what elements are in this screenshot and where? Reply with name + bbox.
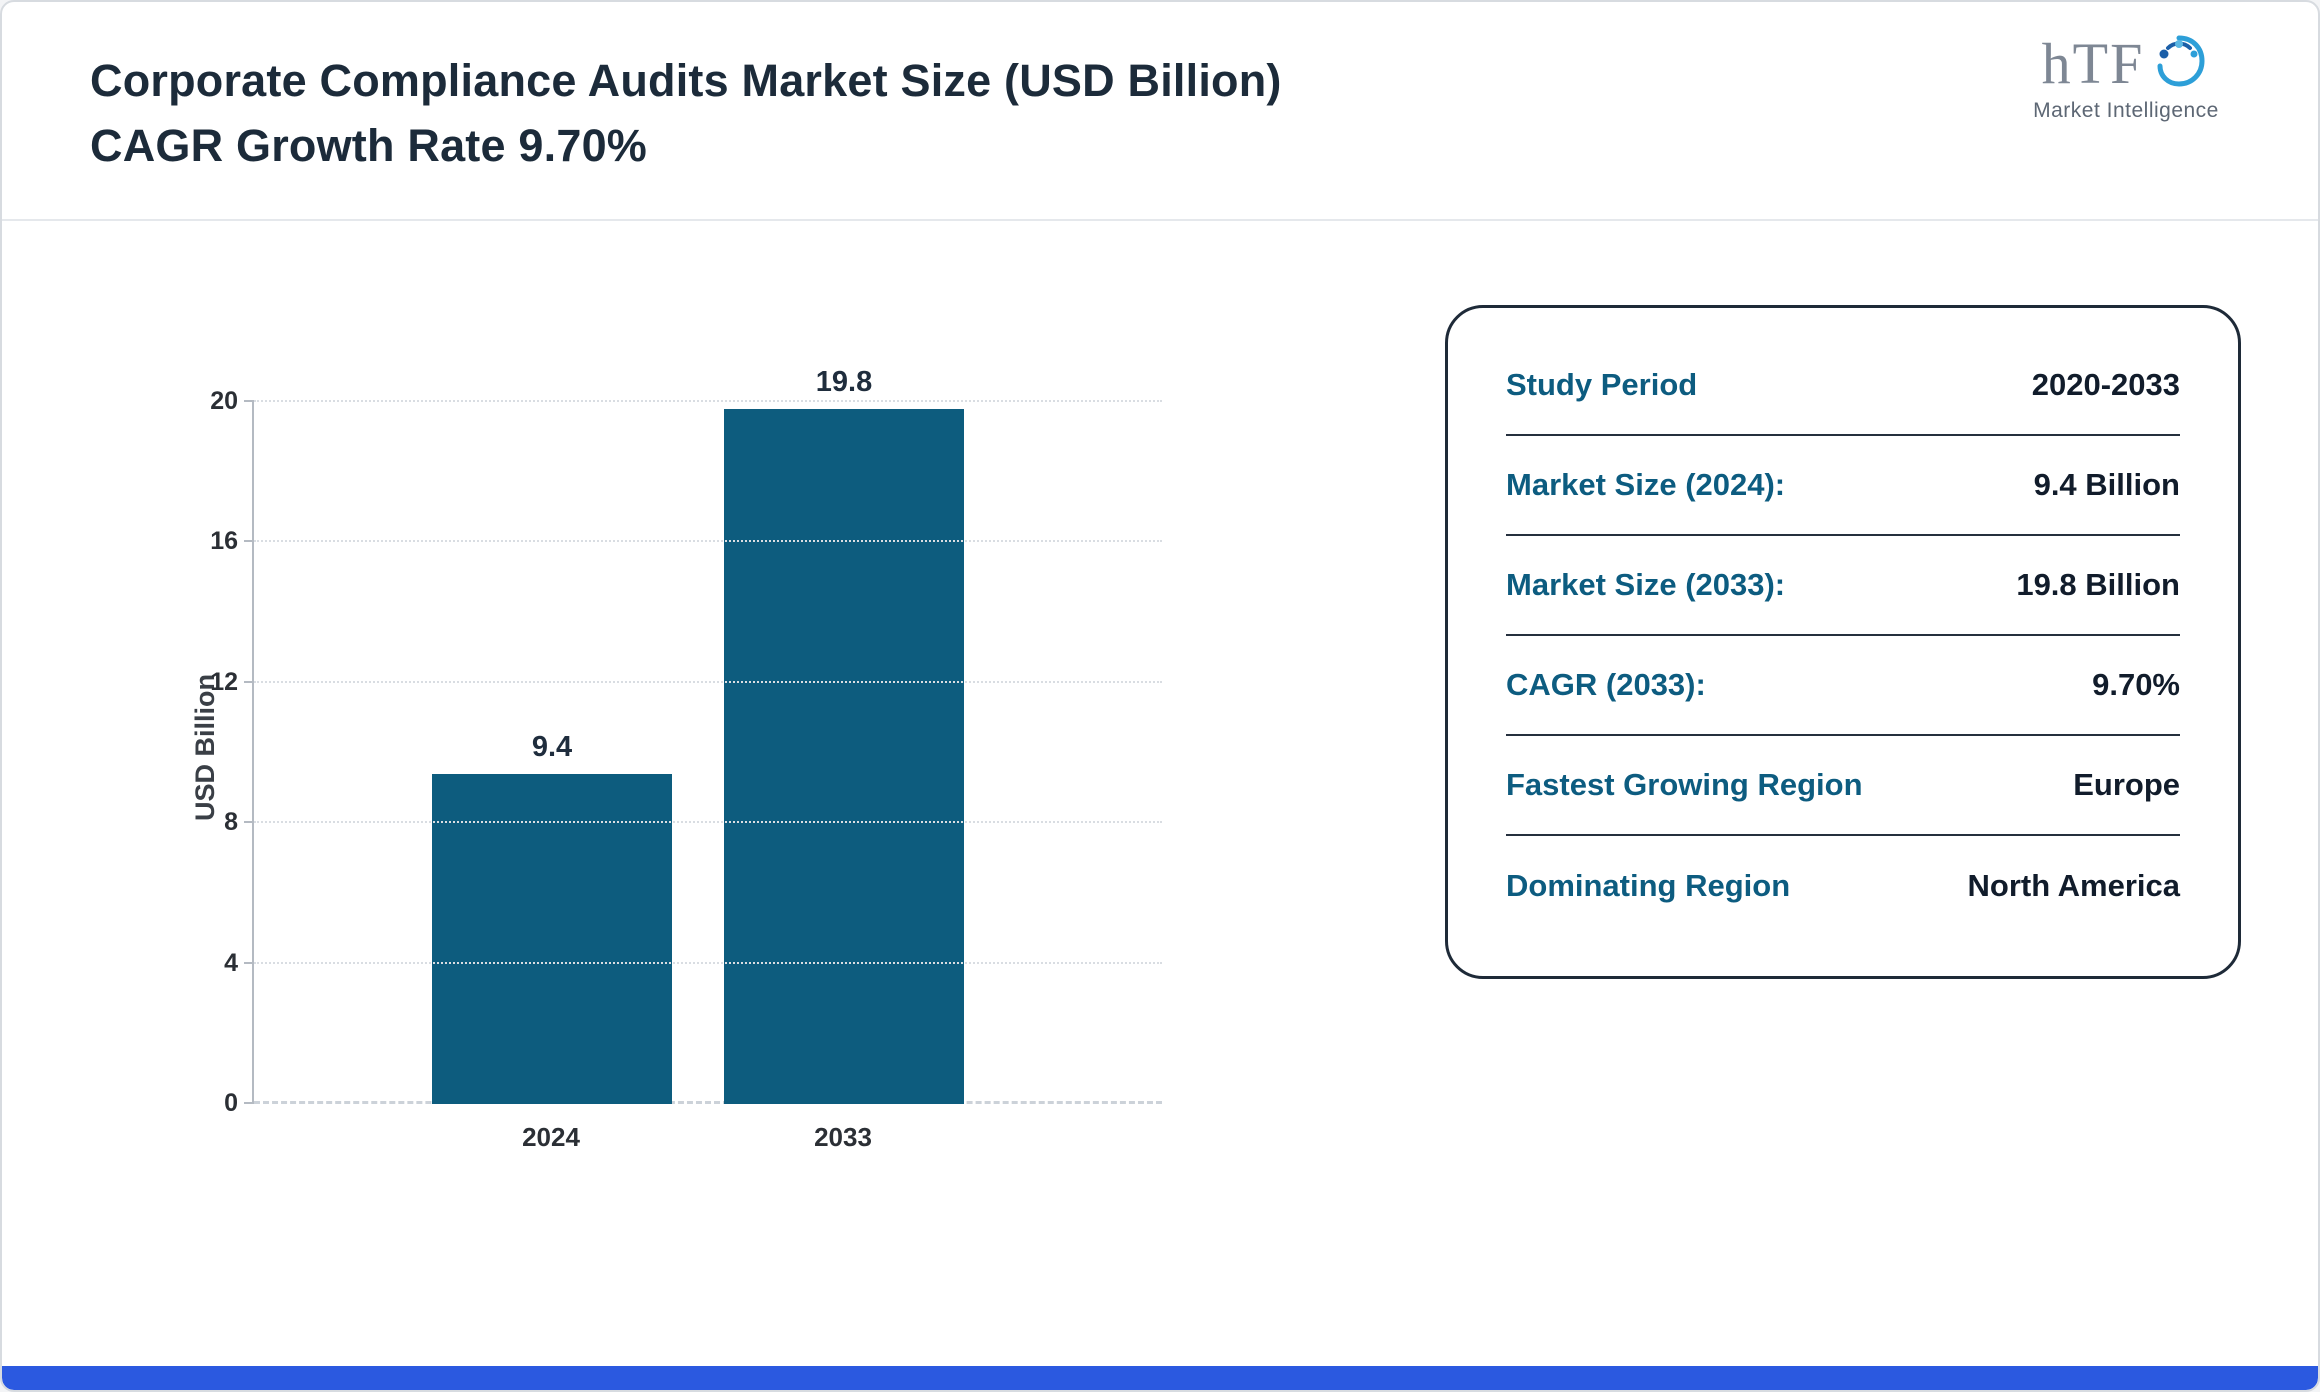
y-tick-mark-12: [244, 680, 254, 683]
stat-value: Europe: [2073, 767, 2180, 802]
bar-value-label-2033: 19.8: [815, 366, 873, 399]
stat-label: Study Period: [1506, 367, 1698, 402]
bar-2024: [432, 774, 672, 1104]
stat-value: 9.4 Billion: [2033, 467, 2180, 502]
stat-row-dominating-region: Dominating Region North America: [1506, 836, 2180, 936]
x-axis-labels: 2024 2033: [252, 1122, 1142, 1153]
y-tick-label-16: 16: [210, 527, 238, 556]
page-title: Corporate Compliance Audits Market Size …: [90, 55, 1282, 172]
stat-label: CAGR (2033):: [1506, 667, 1706, 702]
y-tick-label-20: 20: [210, 387, 238, 415]
y-tick-label-8: 8: [224, 808, 238, 837]
bottom-accent-strip: [2, 1366, 2318, 1390]
stat-label: Market Size (2024):: [1506, 467, 1786, 502]
y-tick-label-12: 12: [210, 667, 238, 696]
stat-value: 2020-2033: [2031, 367, 2180, 402]
bar-group-2024: 9.4: [432, 731, 672, 1104]
stat-row-study-period: Study Period 2020-2033: [1506, 336, 2180, 436]
gridline-y-8: [254, 821, 1162, 824]
y-tick-mark-8: [244, 821, 254, 824]
bar-group-2033: 19.8: [724, 366, 964, 1104]
bar-chart: USD Billion 9.4 19.8 0 4 8 12 16 20 2024 2033: [152, 352, 1212, 1232]
y-tick-mark-16: [244, 540, 254, 543]
y-tick-mark-20: [244, 400, 254, 402]
gridline-y-20: [254, 400, 1162, 402]
x-axis-baseline: [254, 1101, 1162, 1104]
gridline-y-12: [254, 680, 1162, 683]
stat-value: North America: [1967, 867, 2180, 903]
stat-row-market-size-2024: Market Size (2024): 9.4 Billion: [1506, 436, 2180, 536]
brand-swirl-icon: [2148, 30, 2210, 97]
stat-label: Market Size (2033):: [1506, 567, 1786, 602]
y-tick-mark-4: [244, 961, 254, 964]
y-tick-label-0: 0: [224, 1089, 238, 1117]
bars-container: 9.4 19.8: [254, 366, 1142, 1104]
gridline-y-4: [254, 961, 1162, 964]
stat-label: Fastest Growing Region: [1506, 767, 1863, 802]
y-tick-mark-0: [244, 1102, 254, 1104]
x-tick-label-2033: 2033: [814, 1122, 872, 1152]
stat-row-fastest-growing-region: Fastest Growing Region Europe: [1506, 736, 2180, 836]
brand-logo: hTF Market Intelligence: [1996, 30, 2256, 123]
header: Corporate Compliance Audits Market Size …: [2, 2, 2318, 221]
bar-2033: [724, 409, 964, 1104]
stat-row-cagr: CAGR (2033): 9.70%: [1506, 636, 2180, 736]
brand-logo-text: hTF: [2041, 31, 2145, 96]
brand-logo-subtext: Market Intelligence: [2033, 99, 2219, 122]
x-tick-label-2024: 2024: [522, 1122, 580, 1152]
stat-label: Dominating Region: [1506, 867, 1791, 903]
stat-value: 9.70%: [2092, 667, 2180, 702]
stats-card: Study Period 2020-2033 Market Size (2024…: [1445, 305, 2241, 979]
brand-logo-top: hTF: [1996, 30, 2256, 97]
stat-row-market-size-2033: Market Size (2033): 19.8 Billion: [1506, 536, 2180, 636]
y-tick-label-4: 4: [224, 948, 238, 977]
chart-plot-area: 9.4 19.8 0 4 8 12 16 20: [210, 366, 1162, 1117]
gridline-y-16: [254, 540, 1162, 543]
bar-value-label-2024: 9.4: [531, 731, 573, 764]
stat-value: 19.8 Billion: [2016, 567, 2180, 602]
